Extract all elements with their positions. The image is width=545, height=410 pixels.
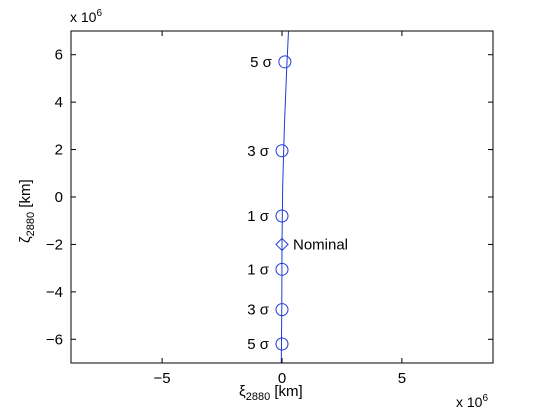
x-tick-label: 0 bbox=[278, 370, 286, 387]
sigma-label: 5 σ bbox=[250, 54, 273, 71]
nominal-marker bbox=[275, 237, 289, 252]
y-tick-label: −6 bbox=[46, 331, 63, 348]
sigma-marker bbox=[275, 337, 289, 351]
y-axis-label: ζ2880 [km] bbox=[17, 179, 37, 243]
y-tick-label: −4 bbox=[46, 284, 63, 301]
sigma-label: 1 σ bbox=[247, 261, 270, 278]
plot-content: 5 σ 3 σ 1 σ Nominal 1 σ 3 σ 5 σ bbox=[247, 30, 348, 364]
x-multiplier: x 106 bbox=[456, 393, 488, 410]
nominal-label: Nominal bbox=[293, 236, 348, 253]
y-tick-label: 4 bbox=[55, 94, 63, 111]
sigma-label: 3 σ bbox=[247, 302, 270, 319]
sigma-marker bbox=[275, 303, 289, 317]
y-tick-label: 6 bbox=[55, 47, 63, 64]
sigma-label: 3 σ bbox=[247, 143, 270, 160]
y-multiplier: x 106 bbox=[70, 8, 102, 25]
y-tick-label: 0 bbox=[55, 189, 63, 206]
sigma-marker bbox=[275, 144, 289, 158]
sigma-marker bbox=[275, 262, 289, 276]
sigma-label: 1 σ bbox=[247, 208, 270, 225]
y-tick-label: 2 bbox=[55, 142, 63, 159]
sigma-marker bbox=[278, 55, 292, 69]
x-axis-label: ξ2880 [km] bbox=[239, 383, 303, 403]
sigma-label: 5 σ bbox=[247, 336, 270, 353]
plot-frame bbox=[70, 30, 494, 364]
y-tick-label: −2 bbox=[46, 236, 63, 253]
tick-group: −5 0 5 −6 −4 −2 0 2 4 6 bbox=[46, 31, 493, 387]
x-tick-label: 5 bbox=[398, 370, 406, 387]
x-tick-label: −5 bbox=[154, 370, 171, 387]
sigma-marker bbox=[275, 209, 289, 223]
